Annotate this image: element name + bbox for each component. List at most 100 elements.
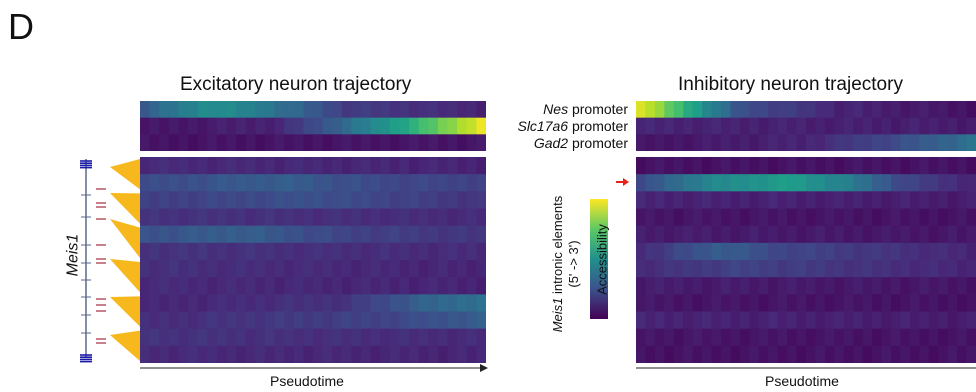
heatmap-cell-exc-el-r8-c27 xyxy=(389,277,401,295)
heatmap-cell-inh-prom-r1-c13 xyxy=(749,101,760,119)
highlight-arrow-icon xyxy=(616,178,629,186)
heatmap-cell-exc-el-r3-c3 xyxy=(159,191,170,209)
heatmap-cell-inh-el-r2-c19 xyxy=(806,174,817,192)
heatmap-cell-exc-prom-r1-c26 xyxy=(380,101,391,119)
heatmap-cell-inh-el-r12-c4 xyxy=(664,345,675,363)
element-fan xyxy=(110,259,140,293)
heatmap-cell-inh-prom-r3-c17 xyxy=(787,134,798,151)
heatmap-cell-exc-el-r1-c24 xyxy=(361,157,372,175)
heatmap-cell-inh-prom-r1-c11 xyxy=(730,101,741,119)
heatmap-cell-inh-el-r8-c36 xyxy=(966,277,976,295)
heatmap-cell-inh-el-r11-c8 xyxy=(702,328,713,347)
heatmap-cell-inh-el-r6-c14 xyxy=(758,242,769,261)
heatmap-cell-exc-el-r12-c34 xyxy=(457,345,468,363)
heatmap-cell-inh-el-r3-c25 xyxy=(862,191,873,209)
heatmap-cell-inh-el-r4-c25 xyxy=(862,208,873,227)
heatmap-cell-inh-el-r9-c27 xyxy=(881,294,892,312)
heatmap-cell-inh-el-r10-c21 xyxy=(824,311,835,330)
heatmap-cell-exc-el-r2-c27 xyxy=(389,174,401,192)
heatmap-cell-inh-el-r12-c23 xyxy=(843,345,854,363)
heatmap-cell-inh-el-r2-c12 xyxy=(739,174,750,192)
heatmap-cell-inh-prom-r1-c34 xyxy=(947,101,958,119)
heatmap-cell-exc-el-r1-c7 xyxy=(197,157,208,175)
heatmap-cell-inh-el-r4-c20 xyxy=(815,208,826,227)
heatmap-cell-exc-el-r10-c23 xyxy=(351,311,362,330)
heatmap-cell-inh-el-r8-c7 xyxy=(692,277,703,295)
heatmap-cell-inh-el-r12-c17 xyxy=(787,345,798,363)
heatmap-cell-exc-el-r7-c8 xyxy=(207,260,218,278)
heatmap-cell-inh-el-r2-c3 xyxy=(654,174,665,192)
heatmap-cell-inh-el-r10-c7 xyxy=(692,311,703,330)
heatmap-cell-exc-prom-r1-c31 xyxy=(428,101,439,119)
heatmap-cell-inh-el-r4-c30 xyxy=(909,208,920,227)
heatmap-cell-inh-el-r6-c26 xyxy=(872,242,883,261)
heatmap-cell-inh-el-r6-c17 xyxy=(787,242,798,261)
heatmap-cell-inh-el-r7-c31 xyxy=(919,260,930,278)
heatmap-cell-inh-el-r7-c32 xyxy=(928,260,939,278)
heatmap-cell-inh-el-r9-c6 xyxy=(683,294,694,312)
heatmap-cell-inh-el-r8-c22 xyxy=(834,277,845,295)
heatmap-cell-exc-el-r10-c6 xyxy=(188,311,199,330)
heatmap-cell-inh-el-r12-c3 xyxy=(654,345,665,363)
heatmap-cell-exc-prom-r1-c17 xyxy=(293,101,304,119)
heatmap-cell-exc-el-r11-c2 xyxy=(149,328,160,347)
heatmap-cell-exc-el-r6-c20 xyxy=(322,242,333,261)
heatmap-cell-inh-el-r3-c36 xyxy=(966,191,976,209)
heatmap-cell-exc-prom-r3-c22 xyxy=(341,134,353,151)
heatmap-cell-exc-prom-r1-c10 xyxy=(226,101,237,119)
heatmap-cell-inh-el-r11-c30 xyxy=(909,328,920,347)
heatmap-cell-inh-el-r12-c2 xyxy=(645,345,656,363)
heatmap-cell-exc-el-r12-c8 xyxy=(207,345,218,363)
heatmap-cell-inh-el-r2-c18 xyxy=(796,174,807,192)
heatmap-cell-exc-prom-r1-c9 xyxy=(216,101,228,119)
heatmap-cell-inh-el-r7-c7 xyxy=(692,260,703,278)
heatmap-cell-exc-el-r8-c31 xyxy=(428,277,439,295)
heatmap-cell-exc-el-r9-c5 xyxy=(178,294,189,312)
heatmap-cell-inh-prom-r1-c36 xyxy=(966,101,976,119)
heatmap-cell-inh-el-r4-c19 xyxy=(806,208,817,227)
heatmap-cell-inh-el-r9-c13 xyxy=(749,294,760,312)
heatmap-cell-exc-el-r11-c26 xyxy=(380,328,391,347)
heatmap-cell-inh-prom-r3-c21 xyxy=(824,134,835,151)
heatmap-cell-exc-prom-r1-c7 xyxy=(197,101,208,119)
heatmap-cell-inh-el-r4-c13 xyxy=(749,208,760,227)
heatmap-cell-inh-el-r10-c8 xyxy=(702,311,713,330)
heatmap-cell-inh-el-r6-c6 xyxy=(683,242,694,261)
heatmap-cell-inh-el-r2-c7 xyxy=(692,174,703,192)
heatmap-cell-inh-el-r9-c15 xyxy=(768,294,779,312)
heatmap-cell-inh-el-r7-c19 xyxy=(806,260,817,278)
heatmap-cell-exc-prom-r3-c27 xyxy=(389,134,401,151)
heatmap-cell-inh-el-r7-c25 xyxy=(862,260,873,278)
heatmap-cell-exc-el-r12-c26 xyxy=(380,345,391,363)
heatmap-cell-inh-el-r7-c24 xyxy=(853,260,864,278)
heatmap-cell-exc-el-r8-c5 xyxy=(178,277,189,295)
heatmap-cell-inh-el-r5-c24 xyxy=(853,225,864,244)
heatmap-cell-exc-el-r1-c1 xyxy=(140,157,151,175)
heatmap-cell-exc-el-r10-c30 xyxy=(418,311,429,330)
heatmap-cell-inh-el-r8-c6 xyxy=(683,277,694,295)
heatmap-cell-inh-el-r2-c10 xyxy=(721,174,732,192)
heatmap-cell-exc-el-r12-c2 xyxy=(149,345,160,363)
heatmap-cell-inh-el-r3-c7 xyxy=(692,191,703,209)
heatmap-cell-exc-el-r12-c3 xyxy=(159,345,170,363)
heatmap-cell-inh-el-r7-c3 xyxy=(654,260,665,278)
heatmap-cell-exc-el-r2-c12 xyxy=(245,174,256,192)
heatmap-cell-inh-el-r10-c10 xyxy=(721,311,732,330)
heatmap-cell-exc-el-r8-c9 xyxy=(216,277,228,295)
heatmap-cell-inh-el-r6-c29 xyxy=(900,242,911,261)
heatmap-cell-exc-el-r3-c2 xyxy=(149,191,160,209)
heatmap-cell-exc-el-r9-c33 xyxy=(447,294,458,312)
heatmap-cell-exc-prom-r1-c6 xyxy=(188,101,199,119)
heatmap-cell-inh-el-r11-c1 xyxy=(636,328,647,347)
heatmap-cell-exc-el-r7-c20 xyxy=(322,260,333,278)
heatmap-cell-exc-el-r8-c28 xyxy=(399,277,410,295)
heatmap-cell-exc-el-r9-c17 xyxy=(293,294,304,312)
heatmap-cell-exc-el-r7-c35 xyxy=(466,260,477,278)
heatmap-cell-inh-el-r5-c12 xyxy=(739,225,750,244)
heatmap-cell-exc-prom-r2-c20 xyxy=(322,117,333,135)
heatmap-cell-exc-el-r11-c36 xyxy=(476,328,486,347)
heatmap-cell-inh-el-r12-c11 xyxy=(730,345,741,363)
heatmap-cell-inh-el-r12-c24 xyxy=(853,345,864,363)
heatmap-cell-inh-el-r4-c29 xyxy=(900,208,911,227)
heatmap-cell-exc-el-r6-c34 xyxy=(457,242,468,261)
